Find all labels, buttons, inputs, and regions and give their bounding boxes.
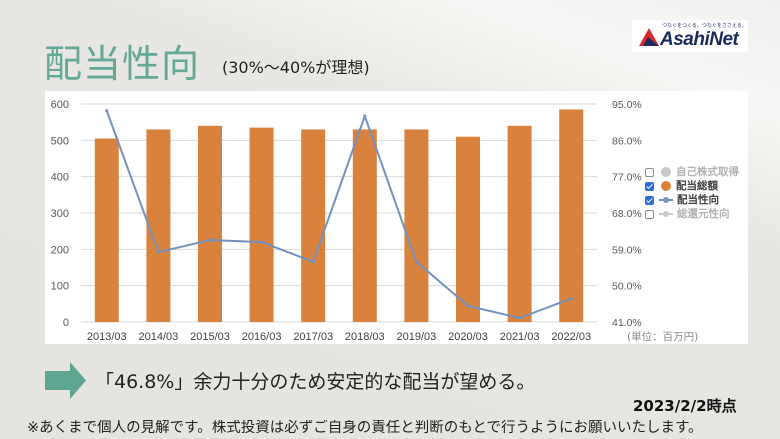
payout-ratio-point-2018-03	[363, 114, 367, 118]
legend-item[interactable]: 配当性向	[645, 193, 745, 207]
legend-label: 自己株式取得	[676, 166, 739, 178]
disclaimer-footnote: ※あくまで個人の見解です。株式投資は必ずご自身の責任と判断のもとで行うようにお願…	[27, 420, 703, 436]
bar-2014-03	[146, 129, 171, 322]
y-right-tick-label: 41.0%	[612, 317, 642, 329]
bar-2019-03	[404, 129, 429, 322]
chart-canvas: 0 100 200 300 400 500 600 41.0% 50.0% 59.0% 68.0% 7…	[51, 99, 699, 343]
payout-ratio-point-2016-03	[260, 240, 264, 244]
payout-ratio-point-2014-03	[156, 250, 160, 254]
bar-2018-03	[352, 129, 377, 322]
legend-label: 配当総額	[676, 180, 718, 192]
y-left-tick-label: 100	[51, 281, 69, 293]
payout-ratio-point-2015-03	[208, 238, 212, 242]
y-left-tick-label: 200	[51, 244, 69, 256]
slide-title: 配当性向	[44, 42, 201, 86]
x-tick-label-2020-03: 2020/03	[448, 331, 488, 343]
legend-label: 配当性向	[677, 194, 719, 206]
legend-circle-marker-icon	[661, 167, 671, 177]
bar-2016-03	[249, 127, 274, 322]
payout-ratio-point-2019-03	[414, 260, 418, 264]
y-right-tick-label: 50.0%	[612, 281, 642, 293]
legend-item[interactable]: 総還元性向	[645, 207, 745, 221]
y-left-tick-label: 400	[51, 172, 69, 184]
x-tick-label-2021-03: 2021/03	[500, 331, 540, 343]
payout-ratio-point-2021-03	[518, 316, 522, 320]
logo-tagline: つなぐをつくる。つなぐをささえる。	[662, 23, 747, 29]
conclusion-text: 「46.8%」余力十分のため安定的な配当が望める。	[95, 371, 536, 393]
slide-subtitle: (30%〜40%が理想)	[222, 58, 370, 77]
as-of-date: 2023/2/2時点	[633, 397, 737, 415]
payout-ratio-point-2020-03	[466, 304, 470, 308]
legend-item[interactable]: 配当総額	[645, 179, 745, 193]
asahinet-mountain-icon	[639, 28, 659, 46]
bar-2013-03	[94, 138, 119, 322]
unit-label: (単位：百万円)	[627, 330, 698, 343]
logo-red-triangle	[639, 28, 659, 46]
y-right-tick-label: 95.0%	[612, 99, 642, 111]
payout-ratio-line	[105, 110, 572, 319]
legend-checkbox[interactable]	[645, 195, 654, 205]
right-arrow-icon	[45, 362, 86, 399]
legend-line-marker-icon	[659, 211, 673, 217]
legend-circle-marker-icon	[661, 181, 671, 191]
y-left-tick-label: 0	[63, 317, 69, 329]
payout-ratio-point-2017-03	[311, 260, 315, 264]
y-right-tick-label: 59.0%	[612, 244, 642, 256]
bar-2015-03	[198, 125, 222, 322]
x-tick-label-2014-03: 2014/03	[139, 331, 179, 343]
legend-item[interactable]: 自己株式取得	[645, 165, 745, 179]
legend-checkbox[interactable]	[645, 167, 654, 177]
x-tick-label-2022-03: 2022/03	[551, 331, 591, 343]
bar-2020-03	[456, 136, 480, 322]
y-left-tick-label: 500	[51, 135, 69, 147]
y-left-tick-label: 600	[51, 99, 69, 111]
x-tick-label-2018-03: 2018/03	[345, 331, 385, 343]
y-right-tick-label: 68.0%	[612, 208, 642, 220]
legend-line-marker-icon	[659, 197, 673, 203]
x-tick-label-2019-03: 2019/03	[397, 331, 437, 343]
x-tick-label-2016-03: 2016/03	[242, 331, 282, 343]
bar-2021-03	[507, 125, 532, 322]
bar-2017-03	[301, 129, 326, 322]
x-tick-label-2013-03: 2013/03	[87, 331, 127, 343]
payout-ratio-point-2013-03	[105, 109, 109, 113]
y-left-tick-label: 300	[51, 208, 69, 220]
legend-checkbox[interactable]	[645, 209, 654, 219]
payout-ratio-point-2022-03	[569, 296, 573, 301]
chart-legend: 自己株式取得 配当総額配当性向総還元性向	[645, 165, 745, 221]
legend-label: 総還元性向	[677, 208, 730, 220]
bar-2022-03	[559, 109, 584, 322]
dividend-chart: 0 100 200 300 400 500 600 41.0% 50.0% 59.0% 68.0% 7…	[45, 91, 748, 344]
y-right-tick-label: 86.0%	[612, 135, 642, 147]
logo-name: AsahiNet	[660, 29, 739, 50]
asahinet-logo: つなぐをつくる。つなぐをささえる。 AsahiNet	[632, 20, 748, 52]
legend-checkbox[interactable]	[645, 181, 654, 191]
x-tick-label-2015-03: 2015/03	[190, 331, 230, 343]
right-arrow-shape	[45, 362, 86, 399]
y-right-tick-label: 77.0%	[612, 172, 642, 184]
logo-navy-triangle	[643, 37, 659, 46]
x-tick-label-2017-03: 2017/03	[293, 331, 333, 343]
